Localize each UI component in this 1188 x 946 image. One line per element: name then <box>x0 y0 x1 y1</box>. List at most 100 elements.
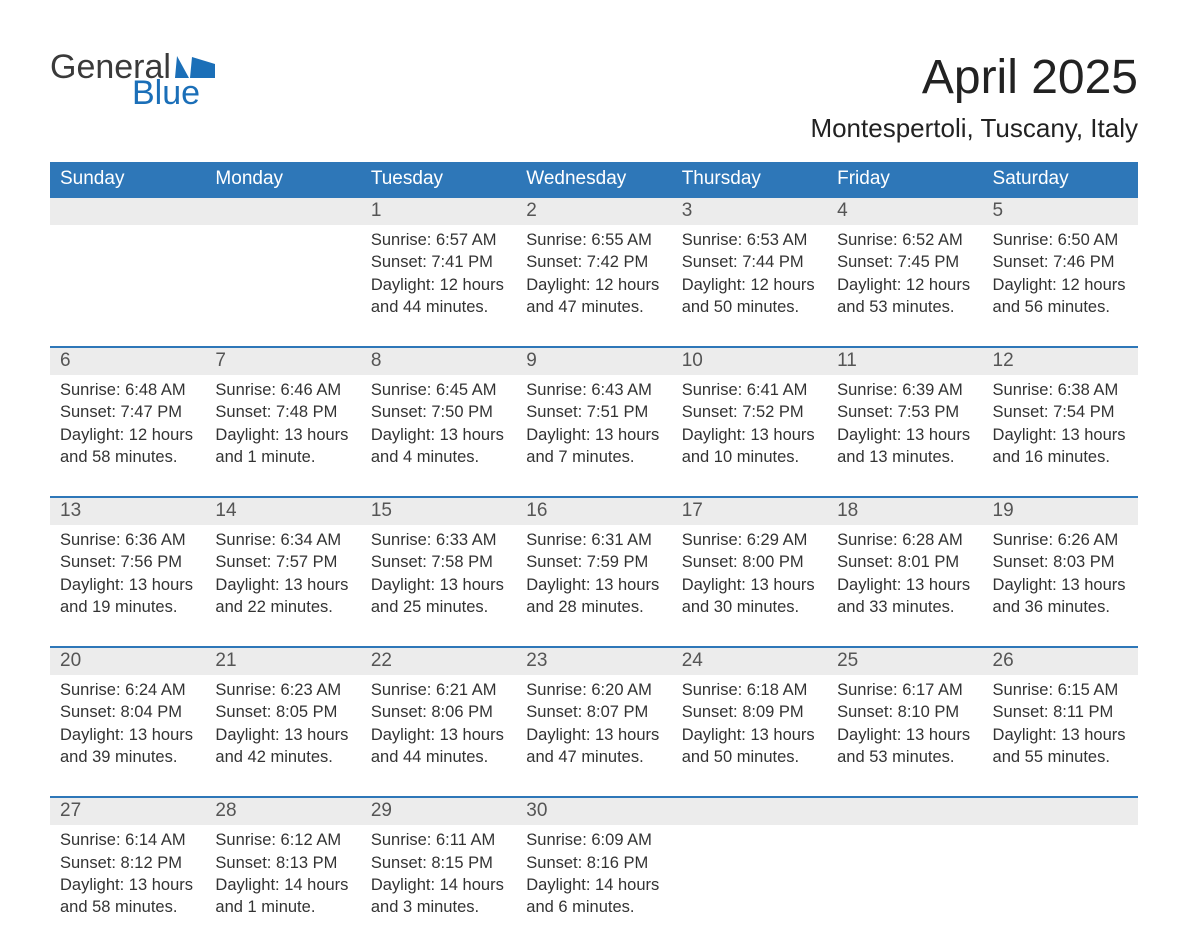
day-d1: Daylight: 12 hours <box>526 274 661 296</box>
day-number-cell: 29 <box>361 797 516 825</box>
day-ss: Sunset: 8:15 PM <box>371 852 506 874</box>
day-number-cell: 16 <box>516 497 671 525</box>
day-sr: Sunrise: 6:46 AM <box>215 379 350 401</box>
day-sr: Sunrise: 6:21 AM <box>371 679 506 701</box>
day-details-cell: Sunrise: 6:28 AMSunset: 8:01 PMDaylight:… <box>827 525 982 647</box>
day-d1: Daylight: 13 hours <box>215 574 350 596</box>
day-number-cell: 24 <box>672 647 827 675</box>
day-sr: Sunrise: 6:50 AM <box>993 229 1128 251</box>
day-ss: Sunset: 7:54 PM <box>993 401 1128 423</box>
day-sr: Sunrise: 6:36 AM <box>60 529 195 551</box>
day-ss: Sunset: 8:03 PM <box>993 551 1128 573</box>
day-ss: Sunset: 8:09 PM <box>682 701 817 723</box>
day-details-cell: Sunrise: 6:18 AMSunset: 8:09 PMDaylight:… <box>672 675 827 797</box>
day-d2: and 50 minutes. <box>682 746 817 768</box>
day-number-cell: 8 <box>361 347 516 375</box>
day-d1: Daylight: 12 hours <box>993 274 1128 296</box>
weekday-header: Wednesday <box>516 162 671 197</box>
day-d1: Daylight: 13 hours <box>526 574 661 596</box>
day-sr: Sunrise: 6:53 AM <box>682 229 817 251</box>
day-details-cell: Sunrise: 6:14 AMSunset: 8:12 PMDaylight:… <box>50 825 205 946</box>
day-ss: Sunset: 8:07 PM <box>526 701 661 723</box>
logo-word-2: Blue <box>132 76 215 110</box>
day-details-cell: Sunrise: 6:33 AMSunset: 7:58 PMDaylight:… <box>361 525 516 647</box>
day-d1: Daylight: 13 hours <box>993 724 1128 746</box>
day-d1: Daylight: 13 hours <box>993 574 1128 596</box>
day-ss: Sunset: 8:13 PM <box>215 852 350 874</box>
day-d1: Daylight: 13 hours <box>371 724 506 746</box>
day-ss: Sunset: 7:52 PM <box>682 401 817 423</box>
day-d2: and 58 minutes. <box>60 896 195 918</box>
day-details-cell: Sunrise: 6:36 AMSunset: 7:56 PMDaylight:… <box>50 525 205 647</box>
day-details-cell: Sunrise: 6:52 AMSunset: 7:45 PMDaylight:… <box>827 225 982 347</box>
day-d2: and 39 minutes. <box>60 746 195 768</box>
day-number-cell: 18 <box>827 497 982 525</box>
day-ss: Sunset: 7:44 PM <box>682 251 817 273</box>
day-ss: Sunset: 8:06 PM <box>371 701 506 723</box>
day-d1: Daylight: 13 hours <box>60 574 195 596</box>
day-d2: and 47 minutes. <box>526 746 661 768</box>
month-title: April 2025 <box>810 50 1138 105</box>
day-number-cell: 5 <box>983 197 1138 225</box>
day-details-cell: Sunrise: 6:53 AMSunset: 7:44 PMDaylight:… <box>672 225 827 347</box>
day-details-cell: Sunrise: 6:26 AMSunset: 8:03 PMDaylight:… <box>983 525 1138 647</box>
day-d2: and 55 minutes. <box>993 746 1128 768</box>
day-sr: Sunrise: 6:29 AM <box>682 529 817 551</box>
day-d2: and 22 minutes. <box>215 596 350 618</box>
day-d1: Daylight: 14 hours <box>526 874 661 896</box>
day-sr: Sunrise: 6:52 AM <box>837 229 972 251</box>
day-details-cell <box>672 825 827 946</box>
day-sr: Sunrise: 6:57 AM <box>371 229 506 251</box>
day-d1: Daylight: 13 hours <box>215 424 350 446</box>
day-d1: Daylight: 13 hours <box>682 424 817 446</box>
day-sr: Sunrise: 6:31 AM <box>526 529 661 551</box>
day-ss: Sunset: 8:04 PM <box>60 701 195 723</box>
day-details-cell <box>50 225 205 347</box>
day-ss: Sunset: 7:53 PM <box>837 401 972 423</box>
day-details-cell: Sunrise: 6:50 AMSunset: 7:46 PMDaylight:… <box>983 225 1138 347</box>
day-sr: Sunrise: 6:26 AM <box>993 529 1128 551</box>
day-sr: Sunrise: 6:41 AM <box>682 379 817 401</box>
day-d1: Daylight: 13 hours <box>60 724 195 746</box>
day-sr: Sunrise: 6:33 AM <box>371 529 506 551</box>
day-sr: Sunrise: 6:24 AM <box>60 679 195 701</box>
day-details-cell: Sunrise: 6:45 AMSunset: 7:50 PMDaylight:… <box>361 375 516 497</box>
details-row: Sunrise: 6:36 AMSunset: 7:56 PMDaylight:… <box>50 525 1138 647</box>
day-details-cell: Sunrise: 6:57 AMSunset: 7:41 PMDaylight:… <box>361 225 516 347</box>
day-ss: Sunset: 8:00 PM <box>682 551 817 573</box>
daynum-row: 6789101112 <box>50 347 1138 375</box>
day-number-cell <box>205 197 360 225</box>
daynum-row: 20212223242526 <box>50 647 1138 675</box>
day-sr: Sunrise: 6:34 AM <box>215 529 350 551</box>
day-number-cell: 2 <box>516 197 671 225</box>
day-details-cell: Sunrise: 6:41 AMSunset: 7:52 PMDaylight:… <box>672 375 827 497</box>
day-number-cell: 20 <box>50 647 205 675</box>
day-ss: Sunset: 7:41 PM <box>371 251 506 273</box>
day-details-cell: Sunrise: 6:34 AMSunset: 7:57 PMDaylight:… <box>205 525 360 647</box>
day-sr: Sunrise: 6:48 AM <box>60 379 195 401</box>
day-ss: Sunset: 7:51 PM <box>526 401 661 423</box>
day-d1: Daylight: 13 hours <box>682 724 817 746</box>
day-d1: Daylight: 13 hours <box>993 424 1128 446</box>
daynum-row: 12345 <box>50 197 1138 225</box>
day-number-cell <box>672 797 827 825</box>
weekday-header: Tuesday <box>361 162 516 197</box>
day-number-cell: 1 <box>361 197 516 225</box>
day-ss: Sunset: 7:45 PM <box>837 251 972 273</box>
day-details-cell: Sunrise: 6:09 AMSunset: 8:16 PMDaylight:… <box>516 825 671 946</box>
day-sr: Sunrise: 6:39 AM <box>837 379 972 401</box>
day-details-cell: Sunrise: 6:12 AMSunset: 8:13 PMDaylight:… <box>205 825 360 946</box>
day-details-cell: Sunrise: 6:24 AMSunset: 8:04 PMDaylight:… <box>50 675 205 797</box>
day-d2: and 58 minutes. <box>60 446 195 468</box>
day-d1: Daylight: 13 hours <box>371 424 506 446</box>
day-ss: Sunset: 8:01 PM <box>837 551 972 573</box>
day-sr: Sunrise: 6:09 AM <box>526 829 661 851</box>
day-d1: Daylight: 12 hours <box>682 274 817 296</box>
day-details-cell: Sunrise: 6:55 AMSunset: 7:42 PMDaylight:… <box>516 225 671 347</box>
details-row: Sunrise: 6:24 AMSunset: 8:04 PMDaylight:… <box>50 675 1138 797</box>
day-d2: and 16 minutes. <box>993 446 1128 468</box>
day-d2: and 13 minutes. <box>837 446 972 468</box>
day-d2: and 7 minutes. <box>526 446 661 468</box>
details-row: Sunrise: 6:57 AMSunset: 7:41 PM Daylight:… <box>50 225 1138 347</box>
day-details-cell: Sunrise: 6:43 AMSunset: 7:51 PMDaylight:… <box>516 375 671 497</box>
